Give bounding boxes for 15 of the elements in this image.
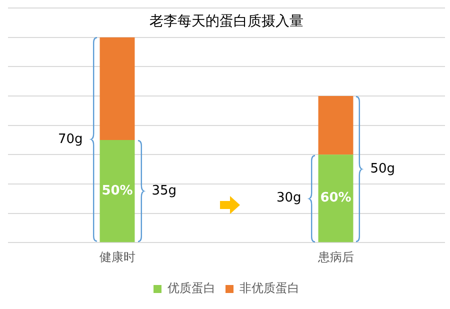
legend-label: 非优质蛋白 — [240, 281, 300, 296]
x-tick-label: 健康时 — [99, 250, 136, 264]
annotation: 50g — [370, 161, 396, 176]
chart-title: 老李每天的蛋白质摄入量 — [150, 14, 304, 30]
annotation: 50% — [102, 183, 133, 198]
legend-label: 优质蛋白 — [168, 281, 216, 296]
annotation: 70g — [58, 132, 83, 148]
bar — [318, 96, 354, 155]
annotation: 35g — [152, 183, 177, 198]
annotation: 30g — [276, 190, 302, 206]
annotation: 60% — [320, 190, 352, 206]
bar — [100, 140, 135, 242]
x-tick-label: 患病后 — [316, 250, 354, 264]
bar — [318, 154, 354, 242]
bar — [100, 37, 135, 140]
